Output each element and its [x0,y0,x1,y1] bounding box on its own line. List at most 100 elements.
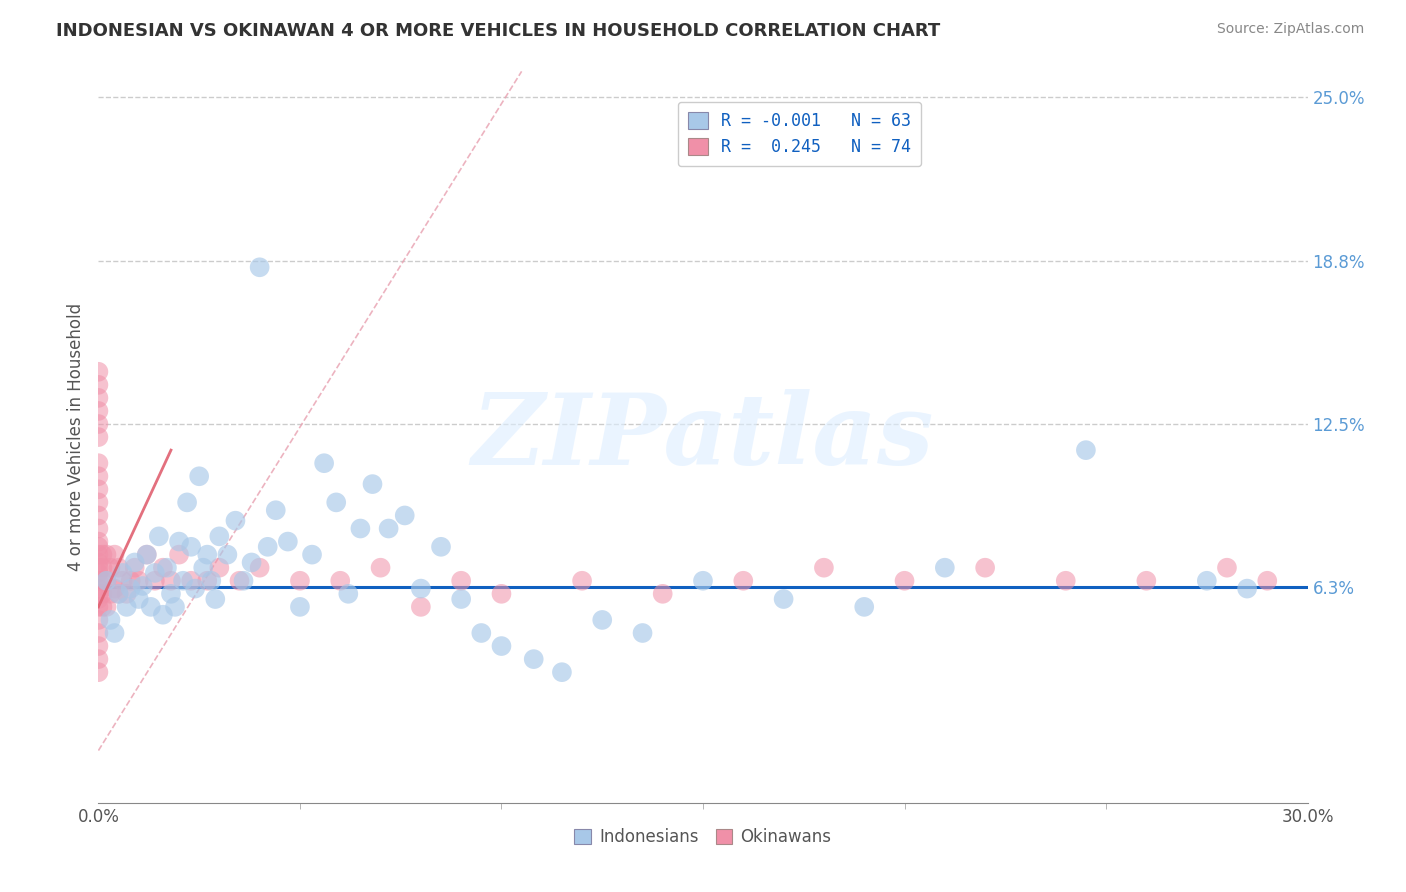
Point [288,574,311,588]
Point [87,626,110,640]
Point [103,582,125,596]
Text: INDONESIAN VS OKINAWAN 4 OR MORE VEHICLES IN HOUSEHOLD CORRELATION CHART: INDONESIAN VS OKINAWAN 4 OR MORE VEHICLE… [56,22,941,40]
Point [591,613,613,627]
Point [1236,582,1258,596]
Point [103,548,125,562]
Point [240,556,263,570]
Point [148,529,170,543]
Point [107,587,129,601]
Point [163,599,186,614]
Point [87,665,110,680]
Point [249,260,271,275]
Point [91,548,114,562]
Point [893,574,915,588]
Point [853,599,876,614]
Point [571,574,593,588]
Point [256,540,278,554]
Point [87,639,110,653]
Point [87,599,110,614]
Point [87,404,110,418]
Point [87,483,110,497]
Point [87,613,110,627]
Point [87,365,110,379]
Point [631,626,654,640]
Point [87,521,110,535]
Point [325,495,347,509]
Point [1216,560,1239,574]
Point [135,548,157,562]
Point [87,417,110,431]
Point [124,560,146,574]
Point [314,456,336,470]
Point [1074,443,1097,458]
Point [651,587,673,601]
Text: Source: ZipAtlas.com: Source: ZipAtlas.com [1216,22,1364,37]
Point [91,587,114,601]
Point [232,574,254,588]
Point [176,495,198,509]
Point [733,574,755,588]
Point [450,574,472,588]
Point [195,574,218,588]
Point [204,592,226,607]
Point [132,579,155,593]
Point [551,665,574,680]
Point [139,599,162,614]
Point [128,592,150,607]
Point [450,592,472,607]
Point [111,574,134,588]
Point [180,540,202,554]
Point [87,495,110,509]
Legend: Indonesians, Okinawans: Indonesians, Okinawans [568,822,838,853]
Point [111,566,134,580]
Point [288,599,311,614]
Point [491,587,513,601]
Point [224,514,246,528]
Point [100,587,122,601]
Point [120,582,142,596]
Point [208,560,231,574]
Point [96,574,118,588]
Point [523,652,546,666]
Point [377,521,399,535]
Point [96,548,118,562]
Text: ZIPatlas: ZIPatlas [472,389,934,485]
Point [349,521,371,535]
Point [128,574,150,588]
Point [193,560,215,574]
Point [1256,574,1278,588]
Point [470,626,492,640]
Point [1054,574,1077,588]
Point [160,587,183,601]
Point [143,566,166,580]
Point [329,574,352,588]
Point [87,534,110,549]
Point [107,560,129,574]
Point [87,566,110,580]
Point [87,582,110,596]
Point [167,534,190,549]
Point [1135,574,1157,588]
Point [409,582,432,596]
Point [934,560,956,574]
Point [107,587,129,601]
Point [974,560,997,574]
Point [87,508,110,523]
Point [91,560,114,574]
Point [370,560,392,574]
Point [87,587,110,601]
Point [249,560,271,574]
Point [394,508,416,523]
Point [430,540,453,554]
Point [361,477,384,491]
Point [217,548,239,562]
Point [115,587,138,601]
Point [115,599,138,614]
Point [156,560,179,574]
Point [87,548,110,562]
Point [409,599,432,614]
Point [772,592,794,607]
Point [160,574,183,588]
Point [87,377,110,392]
Point [195,548,218,562]
